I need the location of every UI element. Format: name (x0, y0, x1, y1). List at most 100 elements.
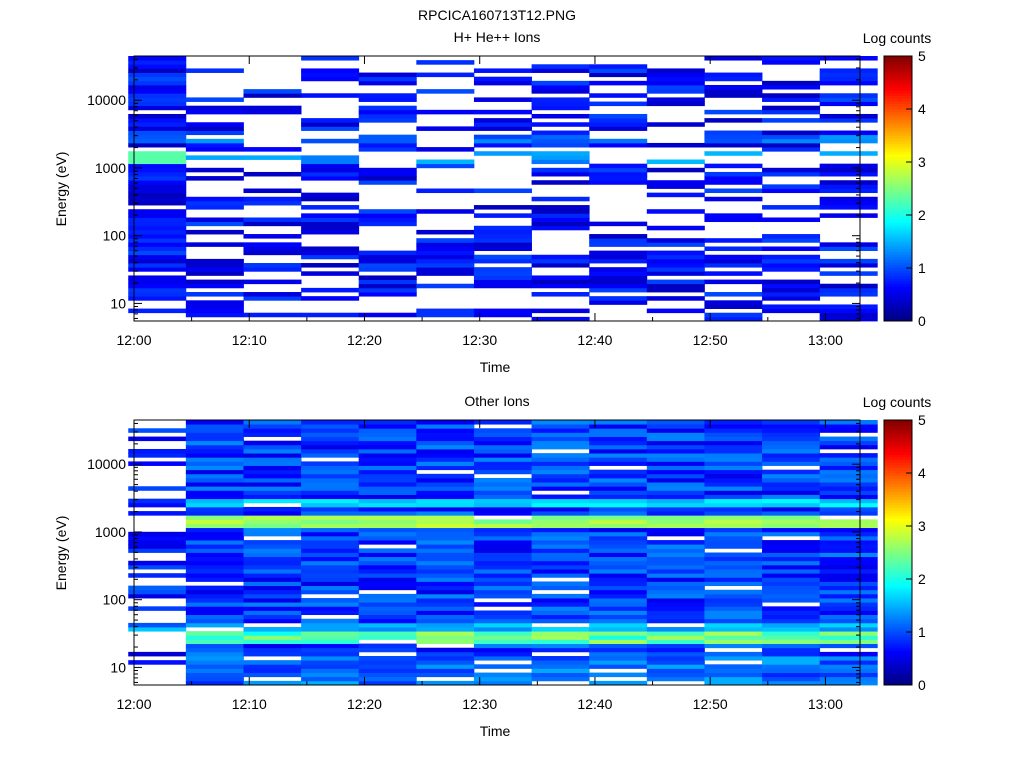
heatmap-cell (531, 151, 590, 156)
colorbar-swatch (884, 315, 912, 319)
heatmap-cell (416, 436, 475, 442)
heatmap-cell (589, 606, 648, 611)
heatmap-cell (531, 263, 590, 268)
heatmap-cell (416, 461, 475, 466)
heatmap-cell (704, 316, 763, 322)
heatmap-cell (301, 68, 360, 73)
heatmap-cell (819, 440, 878, 446)
heatmap-cell (416, 581, 475, 587)
heatmap-cell (416, 531, 475, 537)
heatmap-cell (301, 465, 360, 471)
heatmap-cell (646, 461, 705, 466)
heatmap-cell (819, 589, 878, 595)
heatmap-cell (358, 448, 417, 454)
heatmap-cell (243, 263, 302, 268)
colorbar-swatch (884, 568, 912, 572)
heatmap-cell (301, 155, 360, 160)
heatmap-cell (819, 506, 878, 512)
heatmap-cell (589, 275, 648, 280)
colorbar-swatch (884, 254, 912, 258)
panel-title: Other Ions (464, 393, 529, 409)
colorbar-swatch (884, 116, 912, 120)
heatmap-cell (819, 527, 878, 533)
heatmap-cell (301, 544, 360, 549)
heatmap-cell (531, 171, 590, 177)
heatmap-cell (301, 610, 360, 616)
heatmap-cell (819, 490, 878, 495)
heatmap-cell (416, 267, 475, 272)
heatmap-cell (646, 444, 705, 450)
heatmap-cell (185, 560, 244, 566)
colorbar-swatch (884, 265, 912, 269)
heatmap-cell (128, 254, 187, 260)
heatmap-cell (416, 263, 475, 268)
colorbar-swatch (884, 304, 912, 309)
heatmap-cell (243, 660, 302, 665)
heatmap-cell (819, 68, 878, 73)
heatmap-cell (358, 506, 417, 512)
y-tick-label: 100 (103, 228, 127, 244)
heatmap-cell (646, 167, 705, 173)
heatmap-cell (589, 428, 648, 433)
heatmap-cell (819, 200, 878, 206)
x-tick-label: 12:10 (232, 332, 267, 348)
heatmap-cell (301, 502, 360, 508)
heatmap-cell (704, 635, 763, 640)
heatmap-cell (416, 622, 475, 628)
heatmap-cell (762, 134, 821, 140)
colorbar-swatch (884, 549, 912, 553)
heatmap-cell (646, 180, 705, 185)
colorbar-swatch (884, 581, 912, 585)
heatmap-cell (128, 134, 187, 140)
heatmap-cell (819, 643, 878, 649)
heatmap-cell (301, 428, 360, 433)
heatmap-cell (531, 618, 590, 624)
heatmap-cell (819, 263, 878, 268)
colorbar-swatch (884, 631, 912, 635)
heatmap-cell (762, 142, 821, 148)
colorbar-swatch (884, 525, 912, 529)
heatmap-cell (243, 155, 302, 160)
heatmap-cell (531, 639, 590, 644)
heatmap-cell (762, 279, 821, 285)
colorbar-tick-label: 5 (918, 48, 926, 64)
heatmap-cell (589, 258, 648, 264)
heatmap-cell (473, 225, 532, 231)
colorbar-swatch (884, 467, 912, 471)
heatmap-cell (762, 647, 821, 653)
heatmap-cell (128, 84, 187, 90)
heatmap-cell (762, 490, 821, 495)
heatmap-cell (358, 631, 417, 636)
heatmap-cell (358, 656, 417, 661)
colorbar-swatch (884, 570, 912, 574)
colorbar-swatch (884, 496, 912, 500)
heatmap-cell (358, 279, 417, 285)
x-tick-label: 13:00 (808, 696, 843, 712)
heatmap-cell (473, 205, 532, 210)
heatmap-cell (473, 308, 532, 314)
heatmap-cell (243, 552, 302, 558)
colorbar-swatch (884, 227, 912, 232)
heatmap-cell (416, 473, 475, 479)
colorbar-swatch (884, 71, 912, 75)
heatmap-cell (646, 469, 705, 475)
heatmap-cell (704, 602, 763, 607)
heatmap-cell (704, 469, 763, 475)
heatmap-cell (646, 676, 705, 682)
heatmap-cell (243, 217, 302, 223)
heatmap-cell (243, 296, 302, 301)
colorbar-tick-label: 0 (918, 313, 926, 329)
colorbar-tick-label: 2 (918, 571, 926, 587)
heatmap-cell (704, 188, 763, 194)
heatmap-cell (589, 432, 648, 437)
heatmap-cell (358, 312, 417, 318)
heatmap-cell (704, 593, 763, 599)
heatmap-cell (185, 552, 244, 558)
colorbar-swatch (884, 668, 912, 673)
heatmap-cell (358, 523, 417, 529)
heatmap-cell (704, 176, 763, 181)
heatmap-cell (589, 287, 648, 293)
heatmap-cell (128, 263, 187, 268)
heatmap-cell (185, 258, 244, 264)
heatmap-cell (589, 552, 648, 558)
